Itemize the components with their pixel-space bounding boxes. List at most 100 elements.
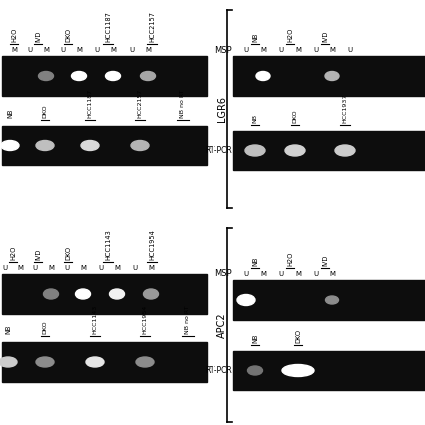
Text: HCC2157: HCC2157 (149, 11, 155, 42)
Text: M: M (80, 265, 86, 271)
Text: NB: NB (7, 109, 13, 118)
Ellipse shape (1, 141, 19, 150)
Bar (2, 126, 207, 165)
Text: DKO: DKO (42, 105, 48, 118)
Text: U: U (244, 47, 249, 53)
Text: M: M (11, 47, 17, 53)
Text: NB: NB (252, 334, 258, 343)
Text: HCC1954: HCC1954 (149, 229, 155, 260)
Text: HCC1937: HCC1937 (343, 94, 348, 123)
Text: M: M (48, 265, 54, 271)
Text: HCC1143: HCC1143 (105, 229, 111, 260)
Text: RT-PCR: RT-PCR (205, 146, 232, 155)
Text: NB no RT: NB no RT (181, 90, 185, 118)
Text: DKO: DKO (295, 329, 301, 343)
Text: M: M (145, 47, 151, 53)
Ellipse shape (335, 145, 355, 156)
Ellipse shape (36, 141, 54, 150)
Ellipse shape (237, 295, 255, 306)
Text: H2O: H2O (287, 252, 293, 266)
Text: U: U (278, 271, 283, 277)
Text: M: M (76, 47, 82, 53)
Text: M: M (17, 265, 23, 271)
Text: U: U (347, 47, 353, 53)
Ellipse shape (285, 145, 305, 156)
Text: U: U (94, 47, 99, 53)
Bar (2, 56, 207, 96)
Text: U: U (130, 47, 135, 53)
Text: M: M (260, 271, 266, 277)
Text: HCC1187: HCC1187 (105, 11, 111, 42)
Text: M: M (43, 47, 49, 53)
Text: DKO: DKO (292, 109, 298, 123)
Ellipse shape (81, 141, 99, 150)
Text: NB: NB (252, 33, 258, 42)
Text: H2O: H2O (11, 28, 17, 42)
Text: M: M (110, 47, 116, 53)
Ellipse shape (71, 71, 87, 80)
Text: DKO: DKO (65, 28, 71, 42)
Text: NB: NB (5, 325, 11, 334)
Text: IVD: IVD (322, 255, 328, 266)
Text: NB no RT: NB no RT (185, 306, 190, 334)
Text: U: U (60, 47, 65, 53)
Ellipse shape (245, 145, 265, 156)
Bar (233, 351, 425, 390)
Text: DKO: DKO (65, 246, 71, 260)
Bar (233, 56, 425, 96)
Ellipse shape (326, 296, 338, 304)
Text: M: M (329, 47, 335, 53)
Bar (2, 342, 207, 382)
Bar (2, 274, 207, 314)
Ellipse shape (86, 357, 104, 367)
Text: LGR6: LGR6 (217, 96, 227, 122)
Text: U: U (278, 47, 283, 53)
Text: U: U (3, 265, 8, 271)
Text: M: M (260, 47, 266, 53)
Ellipse shape (282, 365, 314, 377)
Text: IVD: IVD (35, 31, 41, 42)
Bar (233, 280, 425, 320)
Ellipse shape (247, 366, 263, 375)
Text: HCC2157: HCC2157 (138, 89, 142, 118)
Text: U: U (65, 265, 70, 271)
Bar (233, 131, 425, 170)
Text: HCC1954: HCC1954 (142, 305, 147, 334)
Text: M: M (295, 271, 301, 277)
Ellipse shape (36, 357, 54, 367)
Text: RT-PCR: RT-PCR (205, 366, 232, 375)
Text: U: U (32, 265, 37, 271)
Text: U: U (99, 265, 104, 271)
Ellipse shape (105, 71, 121, 80)
Ellipse shape (256, 71, 270, 80)
Ellipse shape (43, 289, 59, 299)
Text: M: M (329, 271, 335, 277)
Text: M: M (114, 265, 120, 271)
Text: H2O: H2O (10, 246, 16, 260)
Text: H2O: H2O (287, 28, 293, 42)
Ellipse shape (325, 71, 339, 80)
Text: HCC1143: HCC1143 (93, 305, 97, 334)
Text: MSP: MSP (214, 45, 232, 54)
Text: IVD: IVD (322, 31, 328, 42)
Ellipse shape (110, 289, 125, 299)
Ellipse shape (144, 289, 159, 299)
Text: U: U (313, 271, 319, 277)
Ellipse shape (131, 141, 149, 150)
Text: NB: NB (252, 257, 258, 266)
Text: U: U (244, 271, 249, 277)
Text: IVD: IVD (35, 249, 41, 260)
Text: APC2: APC2 (217, 312, 227, 338)
Text: NB: NB (252, 114, 258, 123)
Ellipse shape (39, 71, 54, 80)
Text: M: M (295, 47, 301, 53)
Ellipse shape (76, 289, 91, 299)
Text: DKO: DKO (42, 320, 48, 334)
Text: HCC1187: HCC1187 (88, 89, 93, 118)
Text: U: U (133, 265, 138, 271)
Ellipse shape (141, 71, 156, 80)
Text: U: U (28, 47, 33, 53)
Ellipse shape (136, 357, 154, 367)
Text: U: U (313, 47, 319, 53)
Text: M: M (148, 265, 154, 271)
